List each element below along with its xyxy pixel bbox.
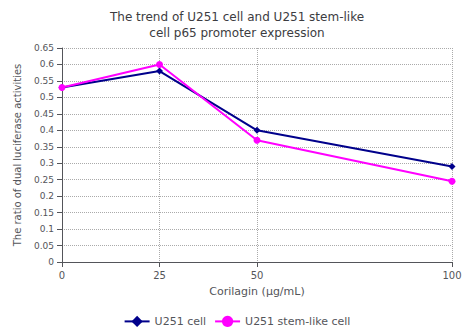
svg-text:0.25: 0.25	[34, 175, 54, 185]
svg-text:0.35: 0.35	[34, 142, 54, 152]
svg-text:0.1: 0.1	[40, 224, 54, 234]
svg-text:100: 100	[442, 270, 461, 281]
svg-text:0.3: 0.3	[40, 158, 54, 168]
svg-text:0: 0	[59, 270, 65, 281]
svg-text:The trend of U251 cell and U25: The trend of U251 cell and U251 stem-lik…	[109, 10, 364, 24]
svg-text:50: 50	[251, 270, 264, 281]
svg-text:0.15: 0.15	[34, 208, 54, 218]
svg-text:Corilagin (μg/mL): Corilagin (μg/mL)	[209, 285, 304, 298]
svg-text:U251 stem-like cell: U251 stem-like cell	[245, 315, 350, 328]
svg-text:0: 0	[48, 257, 54, 267]
svg-text:0.4: 0.4	[40, 125, 55, 135]
svg-text:0.5: 0.5	[40, 92, 54, 102]
svg-text:0.45: 0.45	[34, 109, 54, 119]
svg-text:0.2: 0.2	[40, 191, 54, 201]
svg-text:0.6: 0.6	[40, 59, 55, 69]
svg-text:U251 cell: U251 cell	[155, 315, 206, 328]
svg-text:0.55: 0.55	[34, 76, 54, 86]
svg-text:The ratio of dual luciferase a: The ratio of dual luciferase activities	[12, 64, 23, 248]
svg-text:25: 25	[153, 270, 166, 281]
svg-text:0.65: 0.65	[34, 43, 54, 53]
svg-text:0.05: 0.05	[34, 241, 54, 251]
svg-text:cell p65 promoter expression: cell p65 promoter expression	[149, 26, 324, 40]
